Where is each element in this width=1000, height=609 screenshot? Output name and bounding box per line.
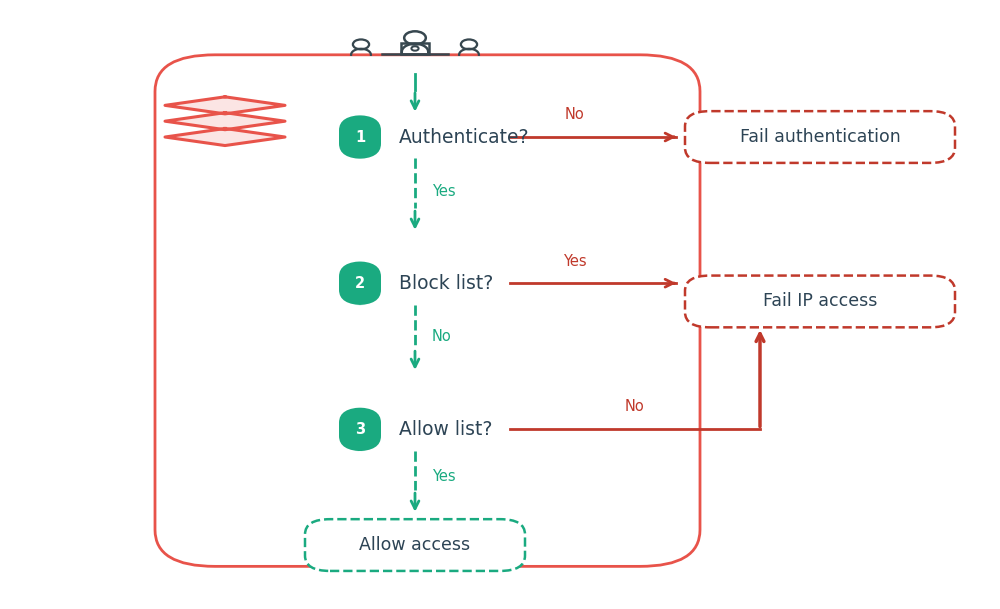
Text: Yes: Yes (432, 185, 456, 199)
Text: Yes: Yes (563, 254, 587, 269)
Text: 2: 2 (355, 276, 365, 290)
FancyBboxPatch shape (685, 111, 955, 163)
FancyBboxPatch shape (305, 519, 525, 571)
Text: 1: 1 (355, 130, 365, 144)
FancyBboxPatch shape (339, 407, 381, 451)
Text: Fail authentication: Fail authentication (740, 128, 900, 146)
Polygon shape (165, 97, 285, 114)
FancyBboxPatch shape (339, 261, 381, 305)
Text: No: No (432, 329, 452, 344)
Text: Allow access: Allow access (359, 536, 471, 554)
Text: Block list?: Block list? (399, 273, 493, 293)
Text: Fail IP access: Fail IP access (763, 292, 877, 311)
Text: No: No (625, 399, 645, 414)
Polygon shape (165, 113, 285, 130)
Text: Allow list?: Allow list? (399, 420, 492, 439)
FancyBboxPatch shape (339, 115, 381, 159)
Text: 3: 3 (355, 422, 365, 437)
Polygon shape (165, 128, 285, 146)
Text: Yes: Yes (432, 469, 456, 484)
Text: No: No (565, 107, 585, 122)
Text: Authenticate?: Authenticate? (399, 127, 530, 147)
FancyBboxPatch shape (685, 275, 955, 328)
